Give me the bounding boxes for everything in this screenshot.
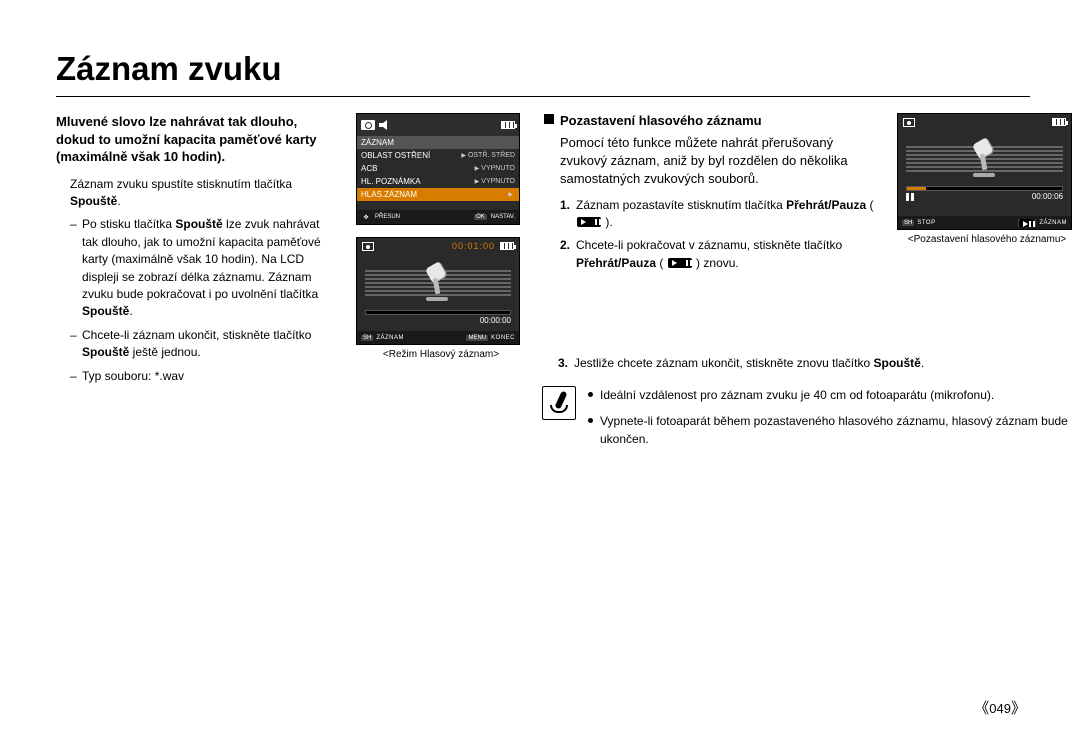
intro-text: Mluvené slovo lze nahrávat tak dlouho, d…: [56, 113, 338, 166]
center-column: ZÁZNAM OBLAST OSTŘENÍ▶OSTŘ. STŘED ACB▶VY…: [356, 113, 526, 385]
right-column: 00:00:06 SH STOP ZÁZNAM <Pozastavení hla…: [897, 113, 1077, 385]
elapsed-time: 00:00:00: [357, 315, 519, 326]
note-box: Ideální vzdálenost pro záznam zvuku je 4…: [542, 386, 1072, 456]
rec-timer: 00:01:00: [452, 241, 495, 251]
battery-icon: [1052, 118, 1066, 126]
step-2: 2. Chcete-li pokračovat v záznamu, stisk…: [560, 237, 879, 272]
bullet-1: Po stisku tlačítka Spouště lze zvuk nahr…: [70, 216, 338, 320]
page-title: Záznam zvuku: [56, 50, 1030, 88]
speaker-icon: [379, 120, 389, 130]
note-icon: [542, 386, 576, 420]
record-mode-icon: [903, 118, 915, 127]
bullet-2: Chcete-li záznam ukončit, stiskněte tlač…: [70, 327, 338, 362]
lead-in: Záznam zvuku spustíte stisknutím tlačítk…: [70, 177, 292, 191]
lcd-record-screenshot: 00:01:00 00:00:00 SH ZÁZNAM MENU: [356, 237, 520, 345]
step-3: 3. Jestliže chcete záznam ukončit, stisk…: [558, 355, 1072, 372]
subsection-para: Pomocí této funkce můžete nahrát přerušo…: [560, 134, 879, 189]
lcd-menu-screenshot: ZÁZNAM OBLAST OSTŘENÍ▶OSTŘ. STŘED ACB▶VY…: [356, 113, 520, 225]
record-mode-icon: [362, 242, 374, 251]
lcd-pause-screenshot: 00:00:06 SH STOP ZÁZNAM: [897, 113, 1072, 230]
lcd-caption-2: <Pozastavení hlasového záznamu>: [897, 234, 1077, 245]
pause-icon: [906, 193, 914, 201]
square-bullet-icon: [544, 114, 554, 124]
note-item-1: Ideální vzdálenost pro záznam zvuku je 4…: [586, 386, 1072, 404]
lcd-caption-1: <Režim Hlasový záznam>: [356, 349, 526, 360]
lead-bold: Spouště: [70, 194, 117, 208]
left-column: Mluvené slovo lze nahrávat tak dlouho, d…: [56, 113, 338, 385]
camera-icon: [361, 120, 375, 130]
page-number: 《049》: [974, 697, 1026, 718]
progress-bar: [906, 186, 1063, 191]
play-pause-icon: [577, 217, 601, 227]
microphone-icon: [420, 263, 456, 303]
elapsed-time: 00:00:06: [1032, 192, 1063, 201]
subsection-heading: Pozastavení hlasového záznamu: [560, 113, 762, 128]
title-rule: [56, 96, 1030, 97]
step-1: 1. Záznam pozastavíte stisknutím tlačítk…: [560, 197, 879, 232]
main-column: Pozastavení hlasového záznamu Pomocí tét…: [544, 113, 879, 385]
note-item-2: Vypnete-li fotoaparát během pozastavenéh…: [586, 412, 1072, 448]
battery-icon: [501, 121, 515, 129]
microphone-icon: [967, 139, 1003, 179]
play-pause-icon: [668, 258, 692, 268]
nav-arrows-icon: ✥: [361, 214, 371, 221]
bullet-3: Typ souboru: *.wav: [70, 368, 338, 385]
play-pause-icon: [1019, 219, 1035, 227]
progress-bar: [365, 310, 511, 315]
battery-icon: [500, 242, 514, 250]
